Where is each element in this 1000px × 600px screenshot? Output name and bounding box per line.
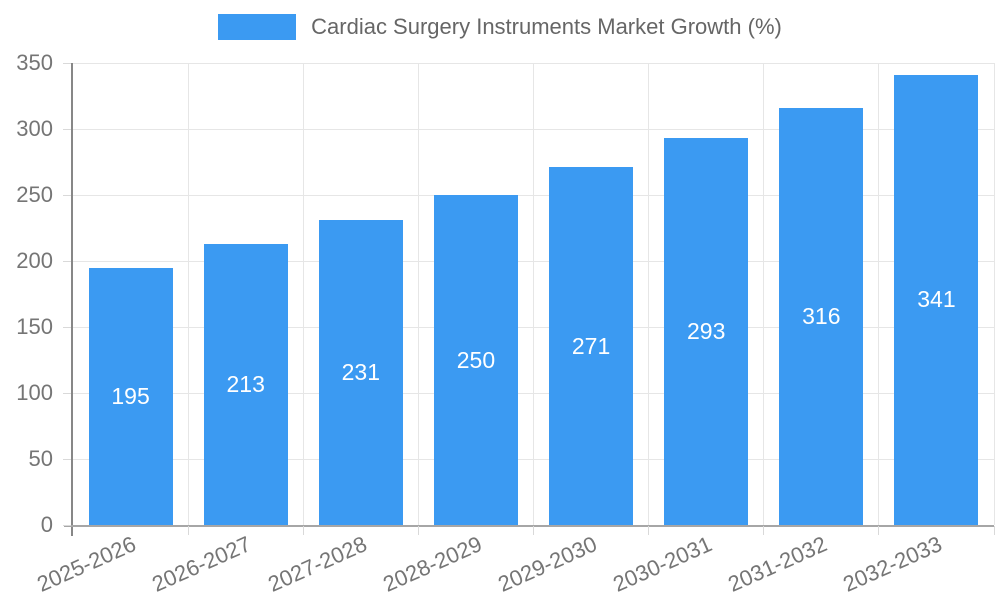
gridline-v <box>417 63 419 525</box>
gridline-v <box>533 63 534 525</box>
x-axis-label: 2032-2033 <box>839 531 946 597</box>
x-tick <box>993 526 995 535</box>
bar[interactable]: 250 <box>433 195 518 525</box>
gridline-v <box>763 63 765 525</box>
x-tick <box>187 526 189 535</box>
y-axis-label: 350 <box>16 50 53 75</box>
y-axis-label: 300 <box>16 116 53 141</box>
bar[interactable]: 316 <box>779 107 864 525</box>
y-tick <box>63 392 71 394</box>
y-axis-label: 200 <box>16 248 53 273</box>
bar[interactable]: 231 <box>318 220 403 525</box>
bar-value-label: 231 <box>341 359 380 386</box>
x-axis-label: 2031-2032 <box>724 531 831 597</box>
y-axis-label: 100 <box>16 380 53 405</box>
y-axis-line <box>71 63 73 536</box>
x-tick <box>417 526 419 535</box>
gridline-v <box>302 63 304 525</box>
bar[interactable]: 195 <box>88 267 173 525</box>
y-tick <box>63 524 71 526</box>
bar-value-label: 293 <box>687 318 726 345</box>
x-axis-label: 2028-2029 <box>379 531 486 597</box>
gridline-v <box>648 63 650 525</box>
x-tick <box>878 526 880 535</box>
legend[interactable]: Cardiac Surgery Instruments Market Growt… <box>0 14 1000 40</box>
legend-swatch <box>218 14 297 40</box>
y-axis-label: 150 <box>16 314 53 339</box>
bar[interactable]: 271 <box>549 167 634 525</box>
y-tick <box>63 458 71 460</box>
x-axis-label: 2025-2026 <box>33 531 140 597</box>
bar-value-label: 271 <box>571 332 611 359</box>
x-tick <box>302 526 304 535</box>
bar-value-label: 316 <box>802 302 841 329</box>
bar[interactable]: 341 <box>894 74 979 525</box>
y-tick <box>63 194 71 196</box>
x-axis-label: 2030-2031 <box>609 531 716 597</box>
bar[interactable]: 293 <box>664 138 749 525</box>
bar-value-label: 213 <box>226 370 265 397</box>
bar-value-label: 195 <box>111 382 150 409</box>
legend-label: Cardiac Surgery Instruments Market Growt… <box>311 14 782 39</box>
x-axis-line <box>64 525 994 527</box>
y-tick <box>63 326 71 328</box>
x-axis-label: 2027-2028 <box>263 531 371 597</box>
y-axis-label: 0 <box>40 512 53 537</box>
gridline-v <box>187 63 189 525</box>
bar-value-label: 341 <box>917 286 956 313</box>
bar[interactable]: 213 <box>203 243 288 525</box>
gridline-v <box>878 63 880 525</box>
y-tick <box>63 260 71 262</box>
x-tick <box>648 526 650 535</box>
x-tick <box>763 526 765 535</box>
x-tick <box>533 526 534 535</box>
y-axis-label: 50 <box>28 446 53 471</box>
bar-value-label: 250 <box>456 346 496 373</box>
plot-area: 195 213 231 250 271 293 316 341 <box>63 62 995 536</box>
y-tick <box>63 62 71 64</box>
y-axis-label: 250 <box>16 182 53 207</box>
y-tick <box>63 128 71 130</box>
x-axis-label: 2029-2030 <box>494 531 601 597</box>
gridline-v <box>993 63 995 525</box>
x-axis-label: 2026-2027 <box>148 531 256 597</box>
